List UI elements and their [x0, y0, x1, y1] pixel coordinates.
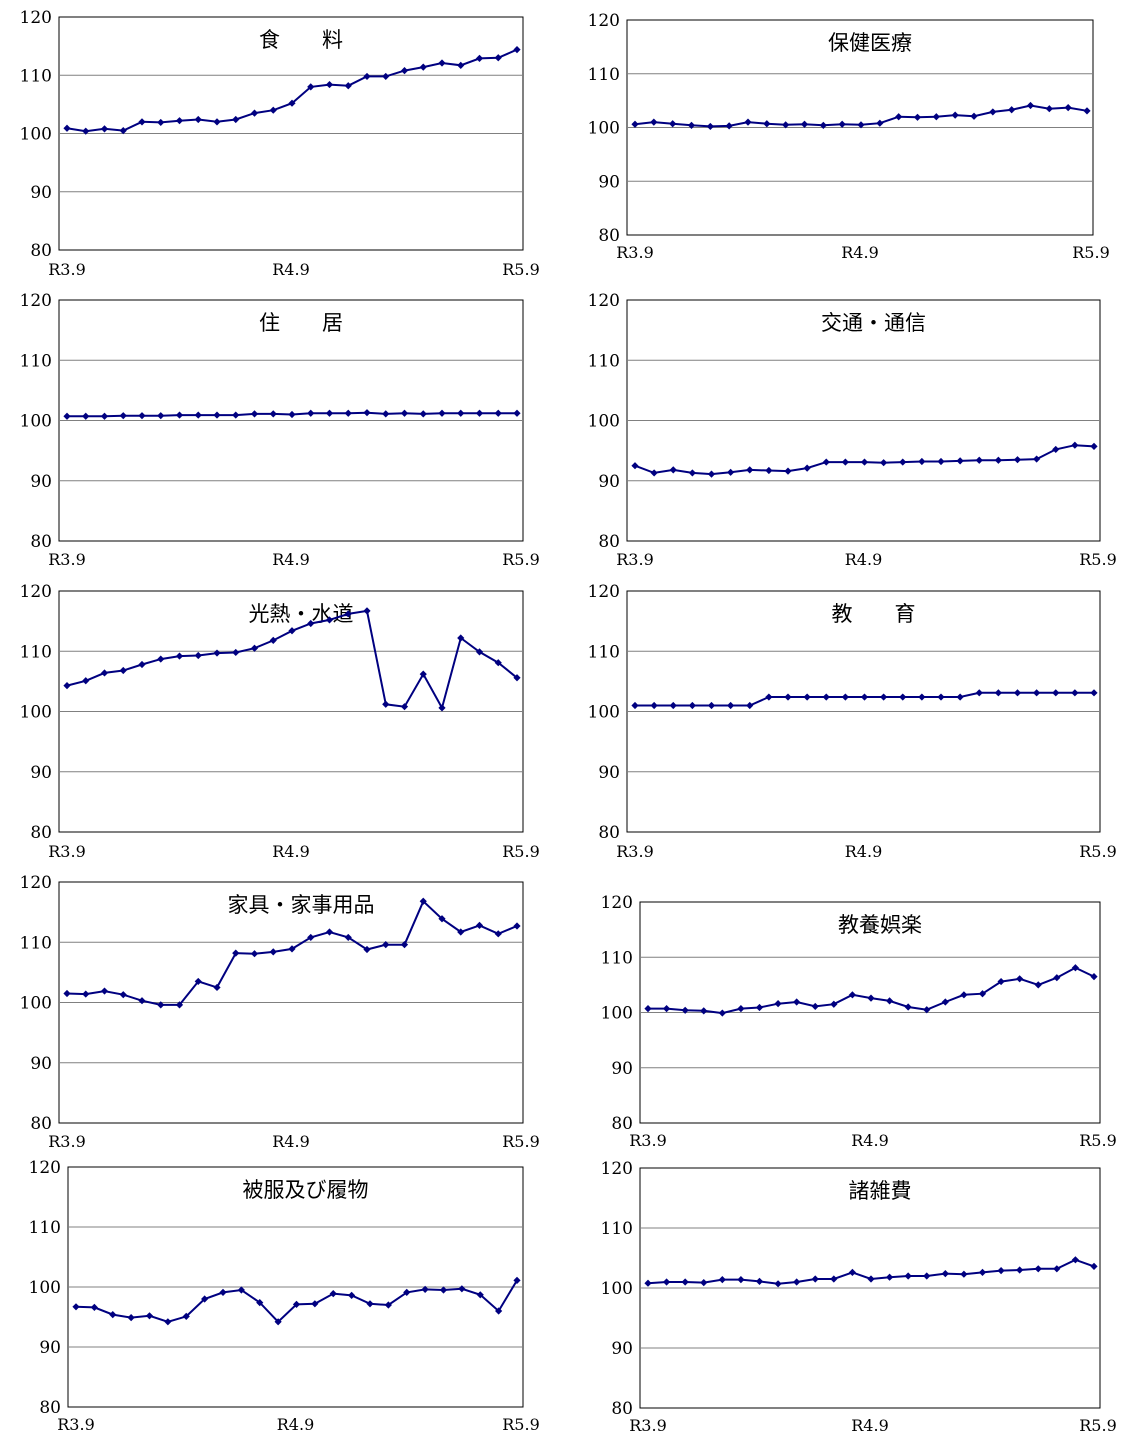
y-tick-label: 100	[601, 1279, 633, 1299]
x-tick-label: R4.9	[851, 1416, 889, 1435]
chart-title: 諸雑費	[849, 1179, 912, 1203]
y-tick-label: 120	[601, 1159, 633, 1179]
x-tick-label: R3.9	[629, 1416, 667, 1435]
y-tick-label: 90	[611, 1339, 633, 1359]
x-tick-label: R5.9	[1079, 1416, 1117, 1435]
y-tick-label: 110	[601, 1219, 633, 1239]
